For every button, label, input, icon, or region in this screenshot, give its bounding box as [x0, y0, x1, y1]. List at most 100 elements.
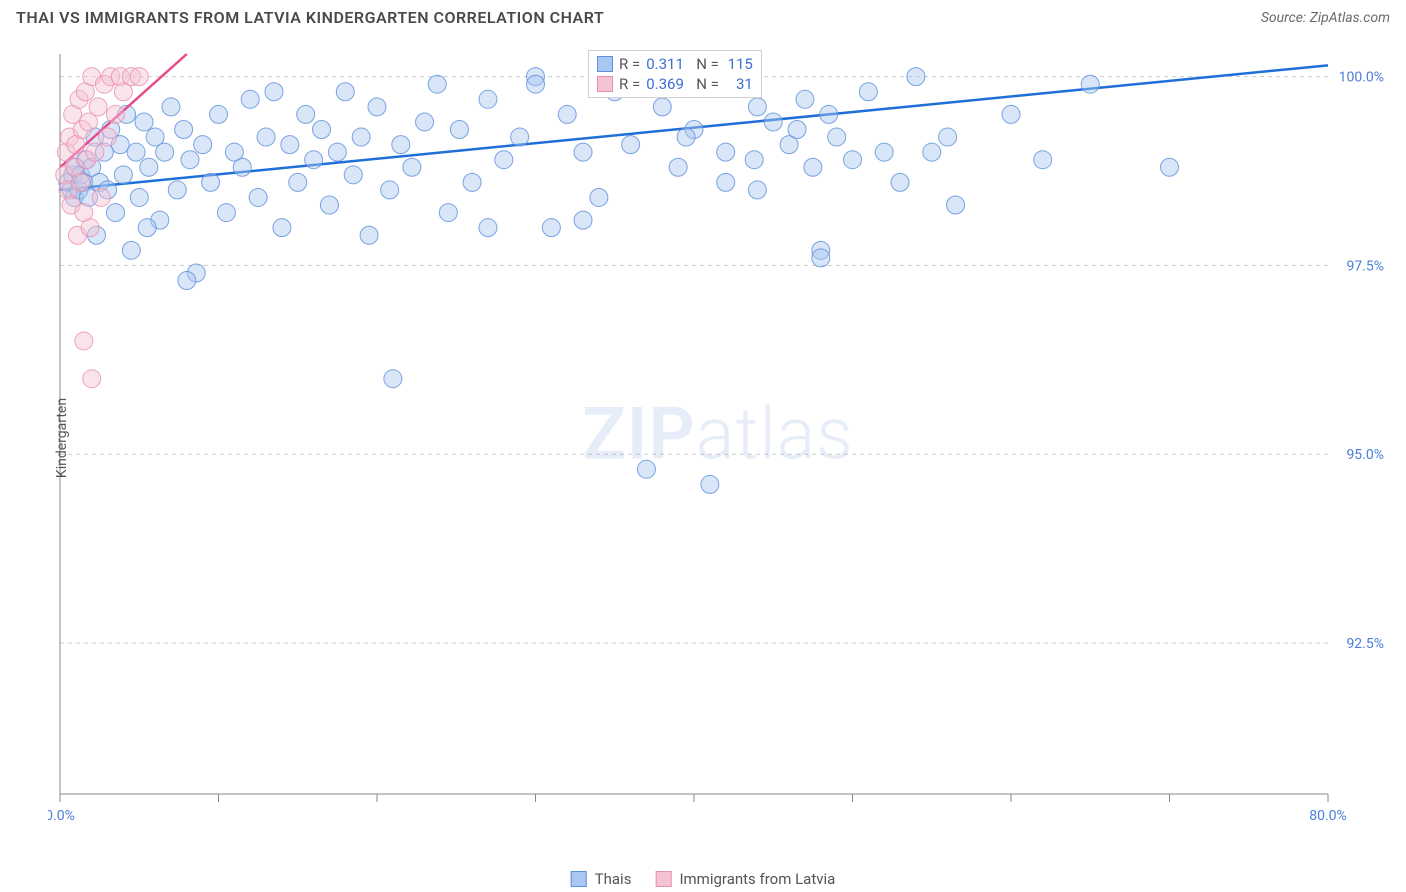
- data-point: [717, 143, 735, 161]
- data-point: [1002, 105, 1020, 123]
- stats-r-label: R =: [619, 75, 640, 93]
- stats-row: R = 0.369 N = 31: [597, 75, 753, 93]
- data-point: [590, 188, 608, 206]
- data-point: [320, 196, 338, 214]
- data-point: [130, 68, 148, 86]
- data-point: [574, 211, 592, 229]
- y-tick-label: 95.0%: [1346, 447, 1384, 463]
- stats-n-value: 115: [725, 55, 753, 73]
- data-point: [344, 166, 362, 184]
- stats-legend-box: R = 0.311 N = 115 R = 0.369 N = 31: [588, 50, 762, 98]
- data-point: [381, 181, 399, 199]
- data-point: [130, 188, 148, 206]
- data-point: [210, 105, 228, 123]
- y-tick-label: 92.5%: [1346, 636, 1384, 652]
- data-point: [804, 158, 822, 176]
- legend-label: Immigrants from Latvia: [679, 870, 835, 888]
- data-point: [168, 181, 186, 199]
- data-point: [178, 272, 196, 290]
- data-point: [273, 219, 291, 237]
- data-point: [194, 136, 212, 154]
- data-point: [106, 204, 124, 222]
- plot-container: Kindergarten 92.5%95.0%97.5%100.0%0.0%80…: [48, 48, 1388, 828]
- data-point: [403, 158, 421, 176]
- data-point: [669, 158, 687, 176]
- data-point: [241, 90, 259, 108]
- legend-label: Thais: [595, 870, 632, 888]
- data-point: [336, 83, 354, 101]
- data-point: [72, 173, 90, 191]
- data-point: [392, 136, 410, 154]
- stats-r-value: 0.369: [646, 75, 690, 93]
- data-point: [305, 151, 323, 169]
- data-point: [828, 128, 846, 146]
- data-point: [265, 83, 283, 101]
- data-point: [138, 219, 156, 237]
- data-point: [511, 128, 529, 146]
- data-point: [86, 143, 104, 161]
- data-point: [313, 121, 331, 139]
- legend-item: Thais: [571, 870, 632, 888]
- legend-swatch: [655, 871, 671, 887]
- data-point: [812, 249, 830, 267]
- y-tick-label: 97.5%: [1346, 258, 1384, 274]
- data-point: [297, 105, 315, 123]
- data-point: [162, 98, 180, 116]
- stats-n-label: N =: [696, 75, 719, 93]
- legend-bottom: Thais Immigrants from Latvia: [571, 870, 836, 888]
- stats-n-value: 31: [725, 75, 753, 93]
- data-point: [75, 332, 93, 350]
- data-point: [140, 158, 158, 176]
- data-point: [1081, 75, 1099, 93]
- data-point: [844, 151, 862, 169]
- data-point: [701, 475, 719, 493]
- stats-row: R = 0.311 N = 115: [597, 55, 753, 73]
- data-point: [360, 226, 378, 244]
- data-point: [479, 90, 497, 108]
- data-point: [748, 98, 766, 116]
- data-point: [106, 105, 124, 123]
- x-tick-label: 80.0%: [1309, 808, 1347, 824]
- data-point: [558, 105, 576, 123]
- stats-n-label: N =: [696, 55, 719, 73]
- data-point: [1034, 151, 1052, 169]
- data-point: [907, 68, 925, 86]
- data-point: [328, 143, 346, 161]
- data-point: [114, 166, 132, 184]
- data-point: [99, 128, 117, 146]
- scatter-chart-svg: 92.5%95.0%97.5%100.0%0.0%80.0%: [48, 48, 1388, 828]
- data-point: [891, 173, 909, 191]
- data-point: [637, 460, 655, 478]
- data-point: [89, 98, 107, 116]
- data-point: [939, 128, 957, 146]
- data-point: [653, 98, 671, 116]
- data-point: [574, 143, 592, 161]
- data-point: [748, 181, 766, 199]
- data-point: [289, 173, 307, 191]
- data-point: [479, 219, 497, 237]
- data-point: [875, 143, 893, 161]
- data-point: [249, 188, 267, 206]
- x-tick-label: 0.0%: [48, 808, 75, 824]
- data-point: [745, 151, 763, 169]
- stats-swatch: [597, 76, 613, 92]
- data-point: [947, 196, 965, 214]
- legend-item: Immigrants from Latvia: [655, 870, 835, 888]
- stats-r-value: 0.311: [646, 55, 690, 73]
- data-point: [257, 128, 275, 146]
- chart-title: THAI VS IMMIGRANTS FROM LATVIA KINDERGAR…: [16, 8, 604, 27]
- stats-swatch: [597, 56, 613, 72]
- data-point: [156, 143, 174, 161]
- data-point: [384, 370, 402, 388]
- stats-r-label: R =: [619, 55, 640, 73]
- data-point: [281, 136, 299, 154]
- data-point: [352, 128, 370, 146]
- data-point: [135, 113, 153, 131]
- data-point: [788, 121, 806, 139]
- chart-source: Source: ZipAtlas.com: [1261, 10, 1390, 26]
- data-point: [217, 204, 235, 222]
- data-point: [495, 151, 513, 169]
- data-point: [764, 113, 782, 131]
- data-point: [923, 143, 941, 161]
- data-point: [859, 83, 877, 101]
